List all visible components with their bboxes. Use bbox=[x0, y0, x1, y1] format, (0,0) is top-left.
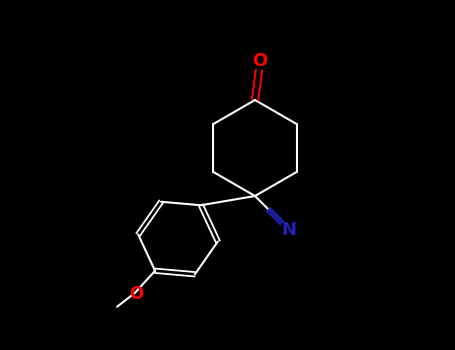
Text: O: O bbox=[253, 52, 268, 70]
Text: N: N bbox=[281, 221, 296, 239]
Text: O: O bbox=[129, 285, 143, 303]
